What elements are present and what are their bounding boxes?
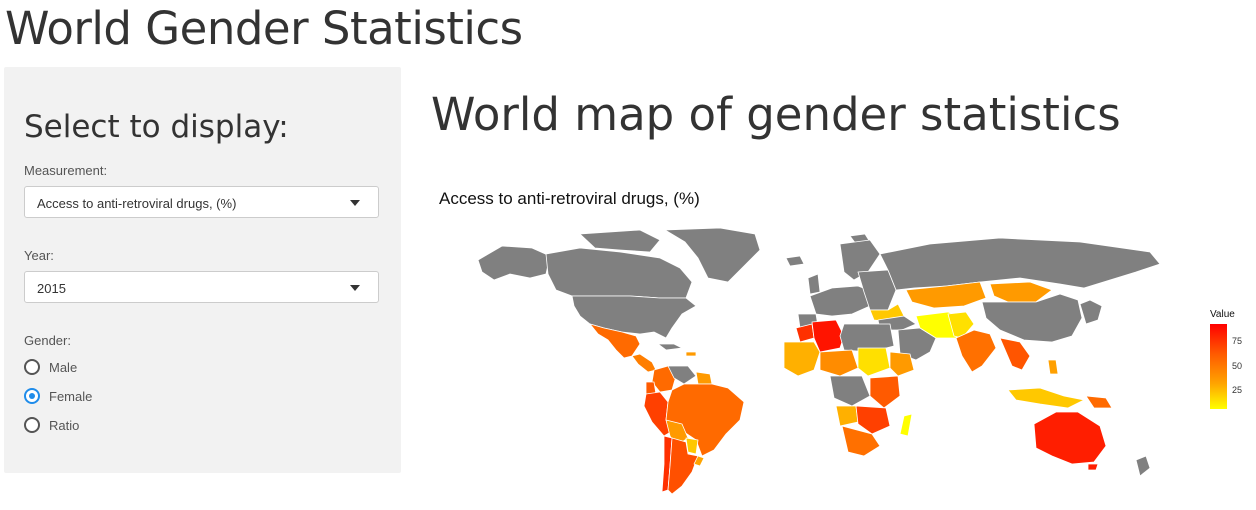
gender-radio-female[interactable]: Female (24, 386, 92, 406)
map-country-iceland (785, 255, 805, 267)
map-country-morocco (795, 323, 815, 343)
map-country-southern-africa (841, 425, 881, 457)
measurement-select-value: Access to anti-retroviral drugs, (%) (37, 196, 237, 211)
radio-label-ratio: Ratio (49, 417, 80, 433)
radio-button-icon[interactable] (24, 417, 40, 433)
radio-button-checked-icon[interactable] (24, 388, 40, 404)
map-country-algeria (811, 319, 845, 353)
year-select-value: 2015 (37, 281, 66, 296)
legend-title: Value (1210, 309, 1235, 320)
map-country-indonesia (1007, 387, 1085, 409)
main-heading: World map of gender statistics (431, 88, 1121, 141)
map-country-west-africa (783, 341, 821, 377)
legend-tick: 75 (1232, 336, 1243, 346)
map-country-ecuador (645, 381, 657, 395)
map-country-hispaniola (685, 351, 697, 357)
map-country-argentina (667, 437, 699, 495)
gender-radio-male[interactable]: Male (24, 357, 77, 377)
map-country-paraguay (685, 437, 699, 455)
map-country-guianas (695, 371, 713, 385)
map-country-china (981, 293, 1083, 343)
radio-button-icon[interactable] (24, 359, 40, 375)
map-country-horn (889, 351, 915, 377)
measurement-label: Measurement: (24, 163, 108, 178)
map-country-sudan (857, 347, 891, 377)
map-country-madagascar (899, 413, 913, 437)
year-select[interactable]: 2015 (24, 271, 379, 303)
map-country-venezuela (667, 365, 697, 385)
map-country-uruguay (693, 455, 705, 467)
radio-label-male: Male (49, 359, 78, 375)
map-country-korea-japan (1079, 299, 1103, 325)
map-country-central-america (631, 353, 657, 373)
legend-tick: 25 (1232, 385, 1243, 395)
map-country-cuba (657, 343, 683, 351)
map-country-kazakhstan (905, 281, 987, 309)
measurement-select[interactable]: Access to anti-retroviral drugs, (%) (24, 186, 379, 218)
map-country-new-zealand (1135, 455, 1151, 477)
map-country-sahel (819, 349, 859, 377)
sidebar-panel: Select to display: Measurement: Access t… (4, 67, 401, 473)
map-country-india (955, 329, 997, 373)
app-title: World Gender Statistics (5, 2, 523, 55)
map-country-australia (1033, 411, 1107, 465)
map-country-canada (545, 247, 693, 299)
map-country-philippines (1047, 359, 1059, 375)
map-country-russia (879, 237, 1161, 291)
chevron-down-icon (350, 285, 360, 291)
map-country-greenland (664, 227, 761, 283)
map-country-usa (571, 295, 697, 339)
sidebar-heading: Select to display: (24, 109, 289, 145)
map-country-central-africa (829, 375, 871, 407)
map-country-alaska (477, 245, 551, 281)
year-label: Year: (24, 248, 54, 263)
plot-title: Access to anti-retroviral drugs, (%) (439, 189, 700, 208)
legend-color-bar (1210, 324, 1227, 409)
map-country-zambia-moz (855, 405, 891, 435)
map-country-pakistan (947, 311, 975, 339)
map-country-uk (807, 273, 821, 295)
legend-tick: 50 (1232, 361, 1243, 371)
chevron-down-icon (350, 200, 360, 206)
map-country-mongolia (989, 281, 1053, 303)
map-country-angola (835, 405, 859, 427)
radio-label-female: Female (49, 388, 93, 404)
map-country-papua (1085, 395, 1113, 409)
gender-label: Gender: (24, 333, 71, 348)
gender-radio-ratio[interactable]: Ratio (24, 415, 79, 435)
map-legend: Value 75 50 25 (1206, 309, 1254, 419)
map-country-tasmania (1087, 463, 1099, 471)
map-country-east-africa (869, 375, 901, 409)
map-country-southeast-asia (999, 337, 1031, 371)
map-country-arctic-canada (579, 229, 661, 253)
world-map (477, 227, 1161, 495)
